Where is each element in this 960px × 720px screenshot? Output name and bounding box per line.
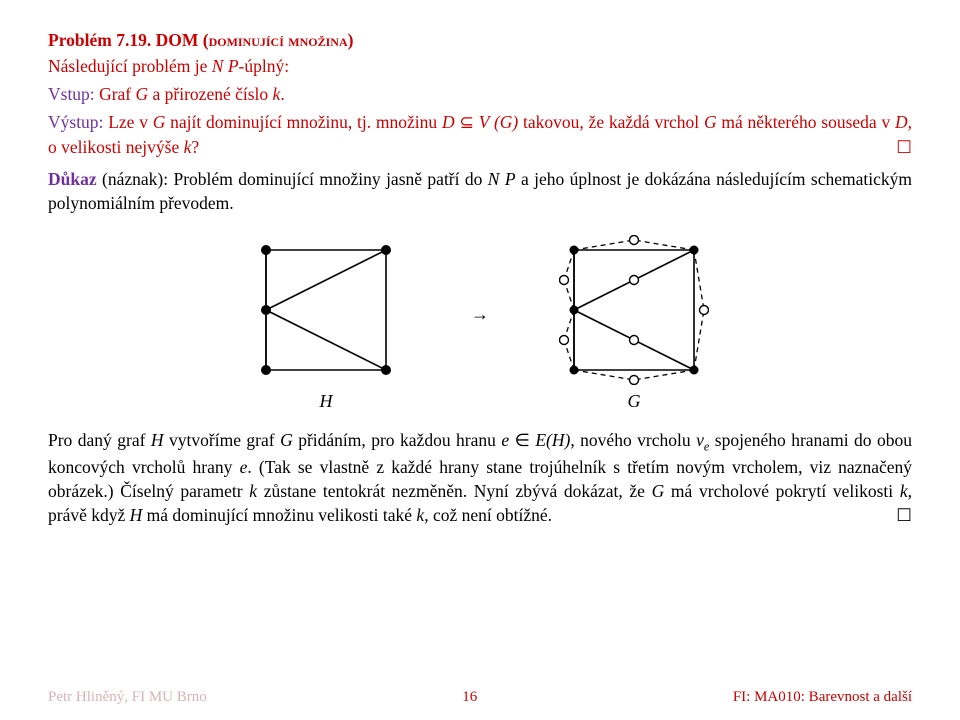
- title-main: DOM (dominující množina): [156, 30, 354, 50]
- graph-H-label: H: [320, 389, 333, 414]
- figure-row: H → G: [48, 235, 912, 414]
- dukaz-label: Důkaz: [48, 169, 97, 189]
- dukaz-para: Důkaz (náznak): Problém dominující množi…: [48, 167, 912, 215]
- graph-H: [251, 235, 401, 385]
- footer-left: Petr Hliněný, FI MU Brno: [48, 689, 207, 706]
- line2a: Následující problém je: [48, 56, 212, 76]
- np-complete-line: Následující problém je N P-úplný:: [48, 54, 912, 78]
- graph-G: [559, 235, 709, 385]
- np1: N P: [212, 56, 239, 76]
- footer: Petr Hliněný, FI MU Brno 16 FI: MA010: B…: [48, 689, 912, 706]
- footer-right: FI: MA010: Barevnost a další: [733, 689, 912, 706]
- line2b: -úplný:: [239, 56, 290, 76]
- vstup-t2: a přirozené číslo: [148, 84, 272, 104]
- graph-G-label: G: [628, 389, 641, 414]
- footer-center: 16: [462, 689, 477, 706]
- para-main: Pro daný graf H vytvoříme graf G přidání…: [48, 428, 912, 528]
- arrow: →: [471, 302, 489, 327]
- vstup-label: Vstup:: [48, 84, 95, 104]
- vystup-label: Výstup:: [48, 112, 103, 132]
- title-prefix: Problém 7.19.: [48, 30, 151, 50]
- vstup-t1: Graf: [95, 84, 136, 104]
- graph-H-col: H: [251, 235, 401, 414]
- problem-title: Problém 7.19. DOM (dominující množina): [48, 28, 912, 52]
- vstup-G: G: [136, 84, 149, 104]
- vystup-line: Výstup: Lze v G najít dominující množinu…: [48, 110, 912, 158]
- vstup-line: Vstup: Graf G a přirozené číslo k.: [48, 82, 912, 106]
- graph-G-col: G: [559, 235, 709, 414]
